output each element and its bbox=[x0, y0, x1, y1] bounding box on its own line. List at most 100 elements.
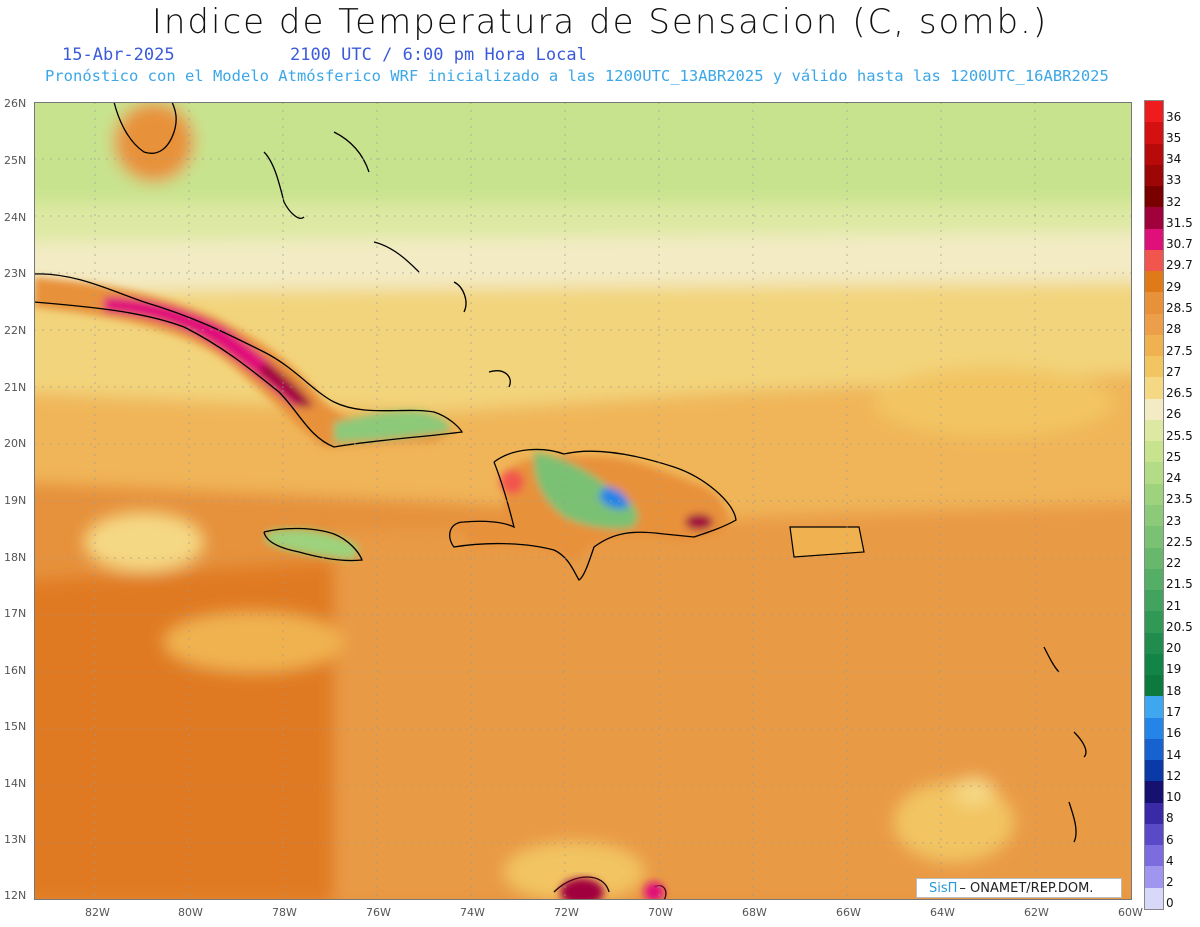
lon-label: 64W bbox=[930, 906, 955, 919]
colorbar-swatch bbox=[1145, 356, 1163, 378]
lon-label: 70W bbox=[648, 906, 673, 919]
lat-label: 17N bbox=[4, 607, 27, 620]
colorbar-label: 0 bbox=[1166, 896, 1174, 911]
colorbar-label: 18 bbox=[1166, 683, 1182, 698]
lon-label: 66W bbox=[836, 906, 861, 919]
colorbar-label: 20 bbox=[1166, 641, 1182, 656]
heat-index-map bbox=[34, 102, 1132, 900]
colorbar-swatch bbox=[1145, 377, 1163, 400]
lon-label: 74W bbox=[460, 906, 485, 919]
colorbar-label: 30.7 bbox=[1166, 237, 1193, 252]
colorbar-label: 21 bbox=[1166, 598, 1182, 613]
colorbar-swatch bbox=[1145, 398, 1163, 421]
hispaniola-blue bbox=[599, 487, 629, 509]
hispaniola-hot bbox=[685, 514, 713, 530]
colorbar-label: 29.7 bbox=[1166, 258, 1193, 273]
lat-label: 20N bbox=[4, 437, 27, 450]
colorbar-label: 27.5 bbox=[1166, 343, 1193, 358]
lon-label: 78W bbox=[272, 906, 297, 919]
colorbar-label: 33 bbox=[1166, 173, 1182, 188]
colorbar-swatch bbox=[1145, 441, 1163, 463]
colorbar-label: 24 bbox=[1166, 471, 1182, 486]
forecast-info: Pronóstico con el Modelo Atmósferico WRF… bbox=[45, 67, 1109, 85]
colorbar-swatch bbox=[1145, 249, 1163, 272]
colorbar-swatch bbox=[1145, 802, 1163, 825]
hispaniola-coast bbox=[449, 448, 737, 581]
colorbar-label: 23.5 bbox=[1166, 492, 1193, 507]
colorbar-swatch bbox=[1145, 547, 1163, 570]
lat-label: 19N bbox=[4, 494, 27, 507]
lon-label: 76W bbox=[366, 906, 391, 919]
lon-label: 68W bbox=[742, 906, 767, 919]
lat-label: 26N bbox=[4, 97, 27, 110]
lon-label: 62W bbox=[1024, 906, 1049, 919]
lon-label: 82W bbox=[85, 906, 110, 919]
lat-label: 16N bbox=[4, 664, 27, 677]
colorbar-swatch bbox=[1145, 611, 1163, 634]
colorbar-label: 16 bbox=[1166, 726, 1182, 741]
colorbar-swatch bbox=[1145, 675, 1163, 697]
patch-yellow-4 bbox=[874, 367, 1114, 437]
colorbar-swatch bbox=[1145, 823, 1163, 846]
colorbar-label: 28.5 bbox=[1166, 301, 1193, 315]
colorbar-swatch bbox=[1145, 717, 1163, 740]
colorbar-label: 14 bbox=[1166, 747, 1182, 762]
colorbar-label: 35 bbox=[1166, 130, 1182, 145]
bahamas-4 bbox=[453, 281, 467, 313]
bahamas-3 bbox=[373, 241, 420, 273]
credit-text: – ONAMET/REP.DOM. bbox=[959, 880, 1094, 896]
band-deep-orange-west bbox=[34, 562, 334, 900]
jamaica-coast bbox=[263, 527, 363, 562]
colorbar-swatch bbox=[1145, 845, 1163, 867]
venezuela-hot bbox=[560, 878, 604, 900]
colorbar-label: 17 bbox=[1166, 705, 1182, 719]
colorbar-swatch bbox=[1145, 313, 1163, 336]
colorbar-swatch bbox=[1145, 122, 1163, 144]
lat-label: 15N bbox=[4, 720, 27, 733]
band-mid bbox=[334, 502, 1132, 900]
colorbar-label: 32 bbox=[1166, 194, 1182, 209]
colorbar-label: 26.5 bbox=[1166, 386, 1193, 401]
lat-label: 18N bbox=[4, 551, 27, 564]
patch-cream-1 bbox=[84, 512, 204, 572]
colorbar-label: 25 bbox=[1166, 449, 1182, 464]
lat-label: 25N bbox=[4, 154, 27, 167]
bahamas-2 bbox=[333, 131, 370, 173]
colorbar-label: 10 bbox=[1166, 790, 1182, 805]
colorbar-swatch bbox=[1145, 526, 1163, 548]
colorbar-swatch bbox=[1145, 101, 1163, 123]
colorbar-swatch bbox=[1145, 696, 1163, 719]
colorbar-label: 19 bbox=[1166, 662, 1182, 677]
colorbar-swatch bbox=[1145, 653, 1163, 676]
puerto-rico bbox=[789, 526, 865, 558]
patch-yellow-1 bbox=[894, 782, 1014, 862]
colorbar-swatch bbox=[1145, 590, 1163, 612]
lat-label: 14N bbox=[4, 777, 27, 790]
colorbar-swatch bbox=[1145, 760, 1163, 782]
colorbar-swatch bbox=[1145, 207, 1163, 230]
lat-label: 22N bbox=[4, 324, 27, 337]
cuba-coast bbox=[34, 273, 464, 448]
jamaica-green bbox=[266, 528, 359, 560]
lat-label: 21N bbox=[4, 381, 27, 394]
colorbar-label: 34 bbox=[1166, 152, 1182, 167]
colorbar-label: 21.5 bbox=[1166, 577, 1193, 592]
colorbar-swatch bbox=[1145, 887, 1163, 910]
lon-label: 72W bbox=[554, 906, 579, 919]
valid-time: 2100 UTC / 6:00 pm Hora Local bbox=[290, 45, 587, 65]
colorbar-label: 4 bbox=[1166, 853, 1174, 868]
map-title: Indice de Temperatura de Sensacion (C, s… bbox=[151, 2, 1049, 42]
patch-cream-2 bbox=[954, 778, 994, 806]
colorbar-label: 2 bbox=[1166, 875, 1174, 890]
lat-label: 23N bbox=[4, 267, 27, 280]
colorbar-swatch bbox=[1145, 186, 1163, 208]
colorbar-label: 22 bbox=[1166, 556, 1182, 571]
colorbar-label: 27 bbox=[1166, 364, 1182, 379]
cuba-east-green bbox=[334, 410, 451, 442]
colorbar-swatch bbox=[1145, 143, 1163, 166]
colorbar-label: 12 bbox=[1166, 768, 1182, 783]
colorbar-swatch bbox=[1145, 228, 1163, 251]
lon-label: 60W bbox=[1118, 906, 1143, 919]
colorbar-label: 22.5 bbox=[1166, 534, 1193, 549]
colorbar-swatch bbox=[1145, 781, 1163, 804]
